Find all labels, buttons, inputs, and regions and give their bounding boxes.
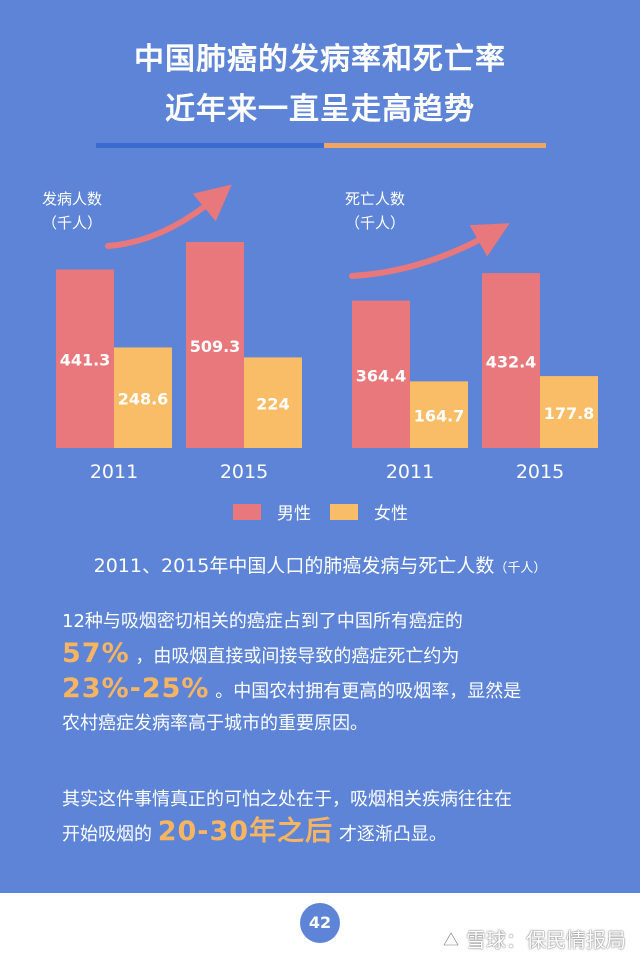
legend-female-label: 女性 [374, 504, 408, 524]
chart-caption: 2011、2015年中国人口的肺癌发病与死亡人数（千人） [0, 551, 640, 578]
title-underline-orange [324, 143, 546, 148]
legend-male: 男性 [233, 499, 311, 524]
paragraph-2-line1: 其实这件事情真正的可怕之处在于，吸烟相关疾病往往在 [62, 789, 512, 810]
paragraph-1: 12种与吸烟密切相关的癌症占到了中国所有癌症的 57% ，由吸烟直接或间接导致的… [62, 606, 602, 740]
bar-1-2015-female [540, 376, 598, 448]
paragraph-1-line4: 农村癌症发病率高于城市的重要原因。 [62, 713, 368, 734]
stat-57-percent: 57% [62, 638, 130, 669]
data-label-0-2015-female: 224 [256, 395, 289, 414]
data-label-0-2011-female: 248.6 [118, 390, 169, 409]
legend-male-label: 男性 [277, 504, 311, 524]
data-label-1-2011-male: 364.4 [356, 366, 407, 385]
paragraph-1-line2: ，由吸烟直接或间接导致的癌症死亡约为 [135, 646, 460, 667]
x-tick-0-2011: 2011 [90, 461, 138, 483]
death-axis-label: 死亡人数 [345, 190, 406, 208]
page-title-line1: 中国肺癌的发病率和死亡率 [134, 42, 506, 77]
paragraph-1-line3: 。中国农村拥有更高的吸烟率，显然是 [215, 681, 522, 702]
bar-1-2011-female [410, 381, 468, 448]
bar-1-2011-male [352, 300, 410, 448]
legend-male-swatch [233, 503, 261, 520]
paragraph-2: 其实这件事情真正的可怕之处在于，吸烟相关疾病往往在 开始吸烟的 20-30年之后… [62, 784, 602, 851]
incidence-axis-label: 发病人数 [42, 190, 103, 208]
snowball-logo-icon [441, 930, 461, 947]
chart-caption-unit: （千人） [494, 561, 547, 576]
data-label-1-2015-female: 177.8 [544, 404, 595, 423]
stat-23-25-percent: 23%-25% [62, 673, 210, 704]
paragraph-2-line2-start: 开始吸烟的 [62, 824, 152, 845]
legend-female-swatch [330, 503, 358, 520]
death-unit-label: （千人） [345, 214, 406, 232]
paragraph-2-line2-end: 才逐渐凸显。 [338, 824, 447, 845]
x-tick-1-2015: 2015 [516, 461, 564, 483]
trend-arrow-1 [349, 223, 510, 279]
watermark-text: 雪球：保民情报局 [466, 928, 626, 952]
paragraph-1-line1: 12种与吸烟密切相关的癌症占到了中国所有癌症的 [62, 611, 463, 632]
bar-0-2011-female [114, 347, 172, 448]
data-label-1-2015-male: 432.4 [486, 353, 537, 372]
trend-arrow-0 [105, 184, 232, 249]
incidence-unit-label: （千人） [42, 214, 103, 232]
data-label-0-2011-male: 441.3 [60, 351, 111, 370]
x-tick-0-2015: 2015 [220, 461, 268, 483]
data-label-1-2011-female: 164.7 [414, 407, 465, 426]
stat-20-30-years: 20-30年之后 [157, 816, 334, 847]
data-label-0-2015-male: 509.3 [190, 337, 241, 356]
bar-1-2015-male [482, 273, 540, 448]
bar-0-2015-male [186, 241, 244, 448]
chart-caption-main: 2011、2015年中国人口的肺癌发病与死亡人数 [93, 555, 495, 577]
watermark: 雪球：保民情报局 [440, 924, 626, 953]
bar-0-2015-female [244, 357, 302, 448]
bar-charts: 441.3 248.6 2011 509.3 224 2015 364.4 164.7 2011… [56, 184, 598, 483]
legend-female: 女性 [330, 499, 408, 524]
bar-0-2011-male [56, 269, 114, 448]
page-number-badge: 42 [300, 903, 340, 943]
title-underline-blue [96, 143, 324, 148]
x-tick-1-2011: 2011 [386, 461, 434, 483]
page-title-line2: 近年来一直呈走高趋势 [165, 92, 475, 127]
